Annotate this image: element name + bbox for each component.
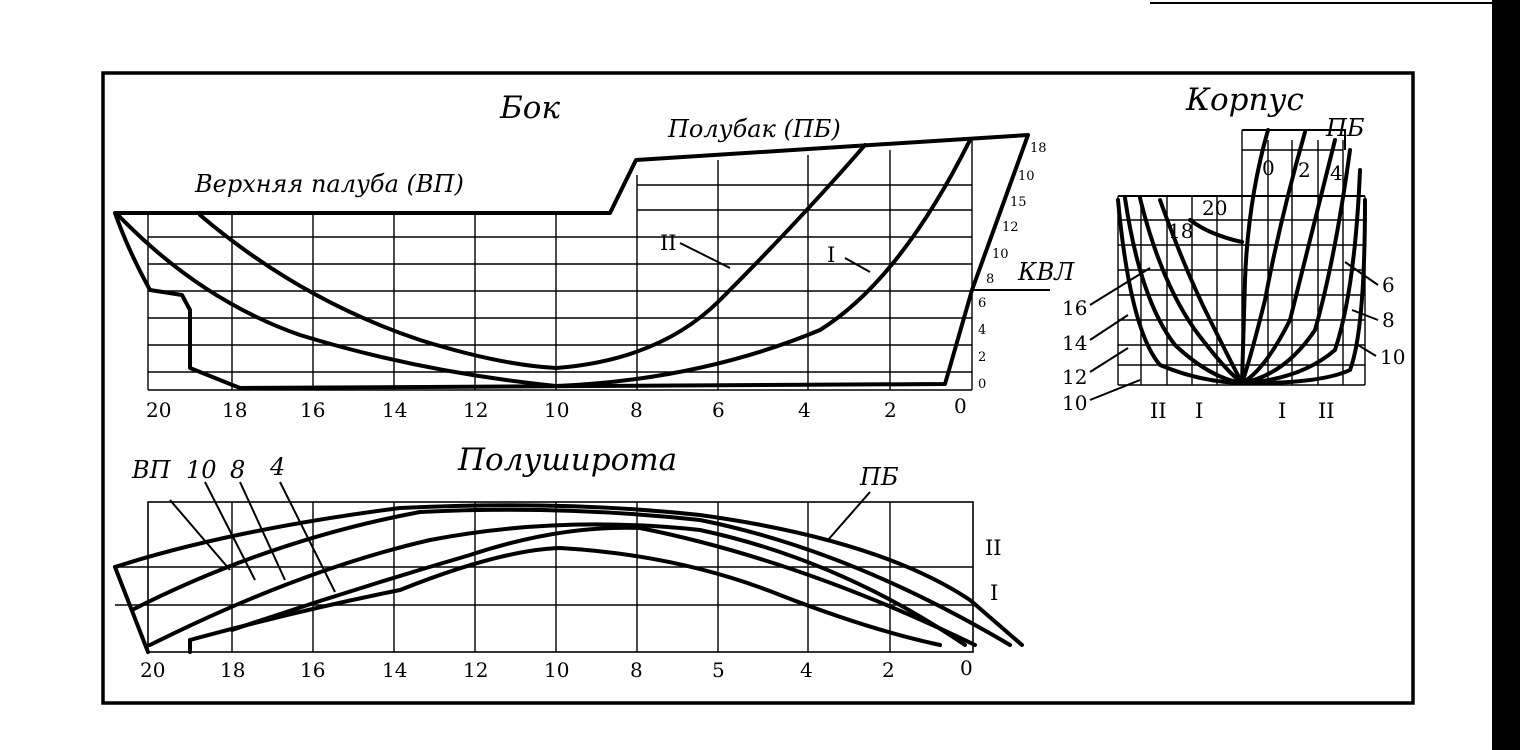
side-outline — [113, 133, 1030, 390]
hb-station-16: 16 — [300, 658, 325, 682]
hb-forecastle-label: ПБ — [859, 463, 899, 491]
side-buttock-II-leader — [679, 242, 731, 269]
body-fwd-label-10: 10 — [1380, 345, 1405, 369]
body-aft-label-12: 12 — [1062, 365, 1087, 389]
wl-label-0: 0 — [978, 377, 986, 392]
side-station-16: 16 — [300, 398, 325, 422]
body-plan: Корпус ПБ — [1062, 82, 1405, 423]
aft-section-16 — [1158, 198, 1244, 385]
body-buttock-label-1: II — [1150, 399, 1167, 423]
body-aft-label-14: 14 — [1062, 331, 1087, 355]
hb-station-18: 18 — [220, 658, 245, 682]
scan-edge-right — [1492, 0, 1520, 750]
side-station-12: 12 — [463, 398, 488, 422]
half-breadth-plan: Полуширота ВП 10 8 4 ПБ II I — [113, 442, 1024, 682]
side-buttock-I-label: I — [827, 243, 835, 267]
fwd-section-6 — [1240, 148, 1352, 385]
wl-label-8: 8 — [986, 272, 994, 287]
upper-deck-label: Верхняя палуба (ВП) — [194, 170, 464, 198]
body-aft-label-20: 20 — [1202, 196, 1227, 220]
side-station-18: 18 — [222, 398, 247, 422]
body-buttock-label-3: I — [1278, 399, 1286, 423]
side-view-grid — [147, 140, 973, 391]
body-fwd-label-4: 4 — [1330, 161, 1343, 185]
hb-curve-forecastle — [130, 507, 1012, 647]
aft-section-10 — [1116, 198, 1244, 385]
hb-station-0: 0 — [960, 656, 973, 680]
body-aft-label-16: 16 — [1062, 296, 1087, 320]
wl-label-12: 12 — [1002, 220, 1019, 235]
hb-curve-vp — [113, 503, 1024, 647]
hb-label-vp: ВП — [131, 456, 172, 484]
body-aft-leaders — [1089, 267, 1151, 401]
hb-curve-10 — [148, 522, 967, 647]
side-station-2: 2 — [884, 398, 897, 422]
wl-label-10: 10 — [992, 247, 1009, 262]
body-plan-title: Корпус — [1185, 82, 1304, 118]
hb-buttock-II-label: II — [985, 536, 1002, 560]
body-fwd-label-0: 0 — [1262, 156, 1275, 180]
aft-section-12 — [1123, 196, 1244, 385]
hb-station-8: 8 — [630, 658, 643, 682]
hb-station-12: 12 — [463, 658, 488, 682]
drawing-frame — [101, 71, 1415, 705]
kvl-label: КВЛ — [1017, 258, 1075, 286]
hb-station-14: 14 — [382, 658, 407, 682]
body-aft-label-18: 18 — [1168, 219, 1193, 243]
side-view: Бок Полубак (ПБ) Верхняя палуба (ВП) — [113, 90, 1075, 422]
hb-curve-4 — [230, 525, 977, 647]
body-buttock-label-4: II — [1318, 399, 1335, 423]
body-fwd-label-8: 8 — [1382, 308, 1395, 332]
hb-station-4: 4 — [800, 658, 813, 682]
hb-label-10: 10 — [186, 456, 217, 484]
body-buttock-label-2: I — [1195, 399, 1203, 423]
side-station-0: 0 — [954, 394, 967, 418]
side-station-10: 10 — [544, 398, 569, 422]
wl-label-10b: 10 — [1018, 169, 1035, 184]
hb-buttock-I-label: I — [990, 581, 998, 605]
wl-label-18: 18 — [1030, 141, 1047, 156]
body-fwd-label-2: 2 — [1298, 158, 1311, 182]
body-fwd-label-6: 6 — [1382, 273, 1395, 297]
wl-label-4: 4 — [978, 323, 986, 338]
buttock-II-curve — [198, 143, 867, 370]
hb-station-5: 5 — [712, 658, 725, 682]
fwd-section-2 — [1240, 130, 1307, 385]
fwd-section-10 — [1240, 198, 1367, 386]
aft-section-14 — [1138, 196, 1244, 385]
hb-label-4: 4 — [269, 453, 285, 481]
aft-section-20 — [1188, 218, 1244, 244]
buttock-I-curve — [116, 138, 972, 388]
fwd-section-4 — [1240, 138, 1337, 385]
side-station-4: 4 — [798, 398, 811, 422]
side-station-14: 14 — [382, 398, 407, 422]
hb-station-20: 20 — [140, 658, 165, 682]
wl-label-15: 15 — [1010, 195, 1027, 210]
hb-station-2: 2 — [882, 658, 895, 682]
hb-station-10: 10 — [544, 658, 569, 682]
body-fwd-leaders — [1344, 261, 1379, 357]
hb-stern-lines — [113, 565, 192, 654]
half-breadth-title: Полуширота — [457, 442, 677, 478]
body-aft-label-10: 10 — [1062, 391, 1087, 415]
side-station-20: 20 — [146, 398, 171, 422]
fwd-section-8 — [1240, 168, 1362, 385]
side-view-title: Бок — [499, 90, 560, 126]
wl-label-6: 6 — [978, 296, 986, 311]
body-forecastle-line — [1242, 129, 1346, 150]
forecastle-label: Полубак (ПБ) — [667, 115, 841, 143]
half-breadth-grid — [115, 501, 974, 653]
side-buttock-II-label: II — [660, 231, 677, 255]
hb-curve-8 — [188, 546, 942, 647]
side-buttock-I-leader — [844, 257, 871, 273]
side-station-6: 6 — [712, 398, 725, 422]
hb-label-8: 8 — [230, 456, 245, 484]
side-station-8: 8 — [630, 398, 643, 422]
fwd-section-0 — [1240, 128, 1270, 385]
wl-label-2: 2 — [978, 350, 986, 365]
